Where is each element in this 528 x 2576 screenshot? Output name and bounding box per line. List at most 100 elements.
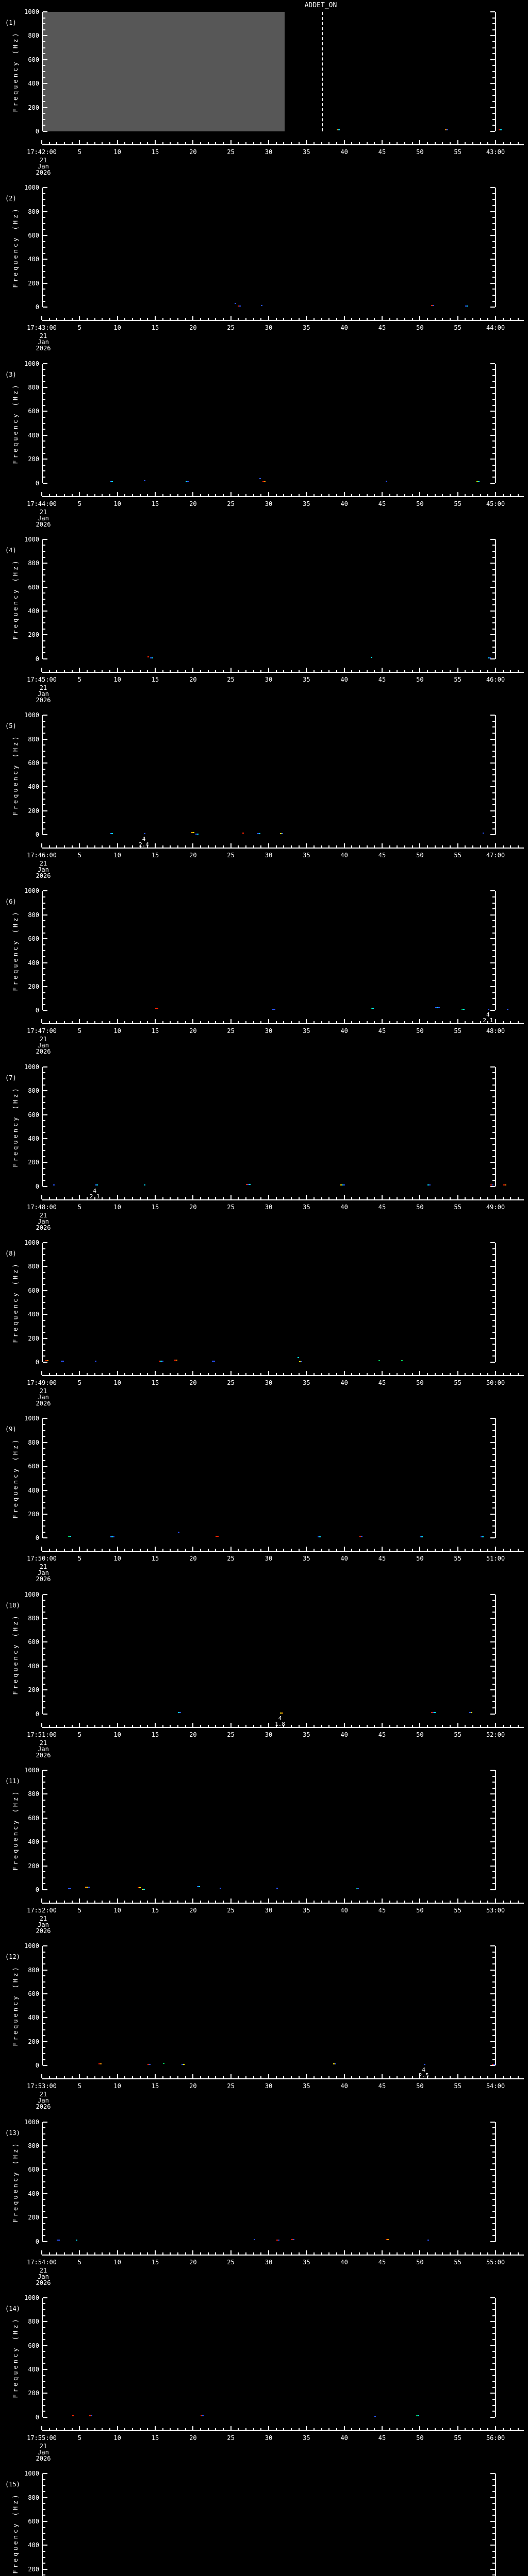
x-tick-major [117, 2250, 118, 2255]
x-tick-minor [87, 1021, 88, 1024]
y-tick-label: 0 [35, 303, 39, 311]
x-tick-minor [124, 2428, 126, 2430]
x-tick-major [306, 316, 307, 320]
x-tick-minor [389, 669, 390, 672]
x-tick-minor [87, 1373, 88, 1376]
y-tick-minor [492, 974, 495, 975]
x-tick-minor [260, 1900, 262, 1903]
y-tick-major [43, 482, 47, 484]
y-tick-minor [43, 2175, 45, 2176]
spectrogram-dot [196, 1886, 199, 1888]
y-tick-label: 400 [28, 783, 39, 791]
y-tick-minor [492, 2411, 495, 2412]
x-tick-major [343, 1547, 345, 1551]
x-tick-minor [275, 2428, 277, 2430]
date-label: 2026 [36, 1927, 51, 1935]
y-tick-minor [43, 2333, 45, 2334]
date-label: Jan [38, 1042, 49, 1049]
x-tick-major [457, 140, 458, 144]
y-tick-minor [43, 1526, 45, 1527]
x-tick-minor [374, 1021, 375, 1024]
date-label: 2026 [36, 1224, 51, 1231]
y-tick-label: 600 [28, 583, 39, 591]
x-tick-label: 40 [340, 324, 348, 332]
y-tick-label: 400 [28, 80, 39, 88]
x-tick-minor [359, 494, 360, 496]
y-tick-minor [492, 1671, 495, 1673]
y-tick-major [490, 834, 495, 836]
x-tick-minor [102, 1197, 103, 1199]
y-tick-major [43, 282, 47, 284]
x-tick-minor [260, 845, 262, 848]
x-tick-minor [56, 2076, 58, 2079]
x-tick-major [343, 1195, 345, 1199]
x-tick-label: 40 [340, 1731, 348, 1738]
y-tick-major [43, 786, 47, 788]
x-tick-minor [351, 494, 353, 496]
x-tick-minor [427, 318, 428, 320]
y-tick-minor [492, 1448, 495, 1449]
x-tick-minor [374, 845, 375, 848]
x-tick-minor [518, 1549, 519, 1551]
x-tick-label: 5 [77, 500, 81, 507]
y-tick-minor [43, 1296, 45, 1297]
x-tick-label: 30 [265, 852, 273, 859]
x-tick-label: 10 [113, 1027, 121, 1035]
x-tick-major [155, 1195, 156, 1199]
y-tick-minor [492, 252, 495, 254]
y-tick-minor [43, 1326, 45, 1327]
y-tick-minor [43, 1612, 45, 1613]
y-tick-major [43, 131, 47, 132]
x-tick-minor [374, 2428, 375, 2430]
x-tick-minor [207, 1900, 209, 1903]
x-tick-label: 10 [113, 500, 121, 507]
spectrogram-dot [488, 1009, 490, 1010]
y-tick-label: 1000 [24, 2294, 39, 2301]
x-tick-label: 25 [227, 324, 235, 332]
x-tick-minor [291, 1900, 292, 1903]
x-tick-major [230, 1371, 232, 1376]
panel-label: (9) [5, 1426, 16, 1433]
y-tick-major [43, 2297, 47, 2298]
date-label: 21 [39, 1914, 47, 1922]
x-tick-minor [94, 1724, 95, 1727]
x-tick-minor [109, 1900, 110, 1903]
y-tick-major [43, 386, 47, 388]
x-tick-minor [56, 494, 58, 496]
y-tick-minor [492, 804, 495, 806]
y-tick-minor [492, 2351, 495, 2352]
x-tick-label: 35 [303, 675, 310, 683]
x-tick-major [306, 2250, 307, 2255]
x-tick-minor [64, 2252, 65, 2255]
y-tick-minor [43, 1835, 45, 1837]
x-tick-minor [170, 1900, 171, 1903]
x-tick-label: 10 [113, 148, 121, 156]
x-tick-label: 45 [378, 852, 386, 859]
y-tick-minor [43, 1648, 45, 1649]
y-tick-minor [492, 646, 495, 648]
y-tick-label: 400 [28, 1838, 39, 1846]
x-tick-label: 52:00 [486, 1731, 505, 1738]
y-tick-minor [492, 1126, 495, 1127]
spectrogram-dot [504, 1184, 506, 1185]
y-axis-right [495, 891, 496, 1011]
x-tick-minor [132, 2252, 133, 2255]
spectrogram-dot [378, 1360, 380, 1362]
y-tick-major [490, 1793, 495, 1795]
x-tick-minor [215, 2076, 217, 2079]
x-tick-label: 25 [227, 852, 235, 859]
spectrogram-dot [70, 1535, 72, 1537]
y-tick-major [490, 2497, 495, 2498]
x-tick-major [230, 1898, 232, 1903]
x-tick-label: 49:00 [486, 1203, 505, 1211]
y-tick-minor [43, 1531, 45, 1533]
x-tick-label: 50 [416, 324, 424, 332]
y-tick-major [490, 2065, 495, 2066]
x-tick-minor [200, 845, 201, 848]
x-axis [42, 1375, 524, 1377]
y-tick-minor [492, 2556, 495, 2558]
x-tick-minor [321, 1373, 322, 1376]
x-tick-minor [223, 2252, 224, 2255]
x-tick-minor [450, 1724, 451, 1727]
x-tick-major [155, 1898, 156, 1903]
